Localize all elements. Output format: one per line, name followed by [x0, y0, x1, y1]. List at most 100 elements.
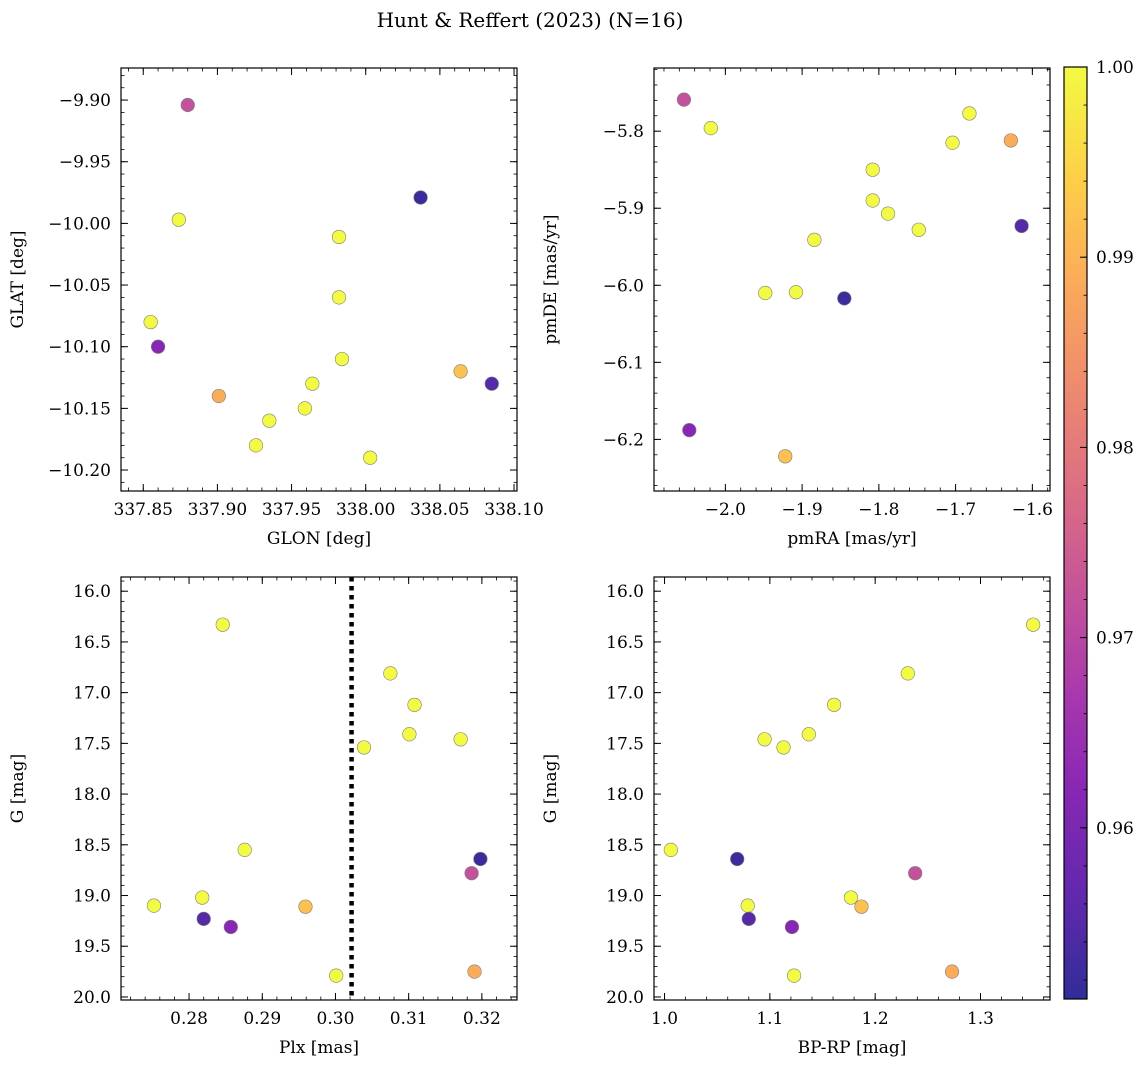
x-tick-label: 0.30	[317, 1009, 355, 1029]
x-tick-label: −1.7	[935, 500, 976, 520]
data-point	[237, 842, 252, 857]
data-point	[826, 697, 842, 712]
x-tick-label: 1.1	[756, 1009, 783, 1029]
panels: 337.85 337.90 337.95 338.00 338.05 338.10 −9.9…	[8, 67, 1053, 1058]
panel-3: 0.28 0.29 0.30 0.31 0.32 16.0 16.5 17.0 17.5 18.0…	[8, 576, 518, 1058]
data-point	[363, 450, 378, 465]
y-axis-label: GLAT [deg]	[8, 230, 28, 328]
x-tick-label: 0.28	[170, 1009, 208, 1029]
data-point	[784, 919, 800, 935]
y-tick-label: 17.5	[606, 734, 644, 754]
panel-1: 337.85 337.90 337.95 338.00 338.05 338.10 −9.9…	[8, 67, 544, 549]
y-tick-label: −10.20	[48, 461, 111, 481]
data-point	[464, 866, 479, 881]
data-point	[900, 666, 915, 681]
data-point	[211, 388, 226, 404]
y-axis-label: G [mag]	[541, 754, 561, 823]
data-point	[962, 106, 977, 121]
panel-2: −2.0 −1.9 −1.8 −1.7 −1.6 −5.8 −5.9 −6.0 −6.1 −6.2…	[541, 67, 1053, 549]
data-point	[778, 449, 793, 464]
data-point	[305, 376, 320, 391]
data-point	[676, 92, 692, 107]
data-point	[741, 911, 756, 926]
colorbar-tick-label: 1.00	[1096, 58, 1134, 78]
y-tick-label: 20.0	[606, 988, 644, 1008]
data-point	[195, 890, 210, 905]
colorbar-tick-label: 0.99	[1096, 248, 1134, 268]
y-tick-label: −6.2	[603, 430, 644, 450]
data-point	[150, 339, 166, 354]
y-tick-label: 18.5	[606, 836, 644, 856]
data-point	[740, 898, 755, 913]
x-tick-label: 338.10	[484, 500, 543, 520]
plot-frame	[120, 67, 518, 492]
data-point	[467, 964, 482, 979]
y-tick-label: 19.5	[73, 937, 111, 957]
data-point	[171, 212, 186, 227]
x-tick-label: 337.85	[114, 500, 173, 520]
data-point	[298, 899, 313, 914]
x-tick-label: −1.6	[1012, 500, 1053, 520]
y-tick-label: 16.0	[73, 582, 111, 602]
x-tick-label: 337.95	[262, 500, 321, 520]
y-tick-label: −5.8	[603, 122, 644, 142]
data-point	[801, 727, 816, 742]
data-point	[945, 135, 960, 150]
data-point	[180, 97, 195, 113]
data-point	[413, 190, 428, 205]
y-tick-label: −10.05	[48, 276, 111, 296]
data-point	[865, 162, 880, 177]
data-point	[473, 851, 488, 867]
data-point	[911, 222, 926, 237]
data-point	[758, 285, 773, 301]
x-tick-label: −2.0	[705, 500, 746, 520]
data-point	[682, 423, 697, 438]
data-point	[248, 438, 264, 453]
data-point	[146, 898, 162, 913]
data-point	[402, 727, 417, 742]
colorbar: 0.96 0.97 0.98 0.99 1.00	[1063, 58, 1134, 1000]
data-point	[297, 401, 313, 416]
data-point	[196, 911, 211, 926]
y-tick-label: 16.5	[606, 633, 644, 653]
y-tick-label: 17.0	[606, 684, 644, 704]
data-point	[453, 732, 468, 747]
x-tick-label: 338.05	[410, 500, 469, 520]
data-point	[1026, 617, 1041, 632]
data-point	[776, 740, 791, 755]
data-point	[663, 842, 678, 857]
x-tick-label: 0.32	[463, 1009, 501, 1029]
x-tick-label: 337.90	[188, 500, 247, 520]
data-point	[383, 666, 398, 681]
colorbar-tick-label: 0.96	[1096, 819, 1134, 839]
y-tick-label: −10.15	[48, 399, 111, 419]
y-tick-label: 18.5	[73, 836, 111, 856]
colorbar-gradient	[1064, 67, 1087, 999]
colorbar-tick-label: 0.98	[1096, 438, 1134, 458]
x-tick-label: 1.2	[862, 1009, 889, 1029]
y-tick-label: −6.1	[603, 353, 644, 373]
data-point	[788, 285, 804, 300]
data-point	[1014, 218, 1029, 234]
x-tick-label: 0.31	[390, 1009, 428, 1029]
x-axis-label: pmRA [mas/yr]	[787, 529, 916, 549]
plot-frame	[120, 576, 518, 1001]
data-point	[331, 290, 347, 305]
x-tick-label: −1.8	[858, 500, 899, 520]
data-point	[757, 732, 772, 747]
data-point	[807, 232, 822, 247]
y-axis-label: G [mag]	[8, 754, 28, 823]
x-axis-label: GLON [deg]	[267, 529, 371, 549]
x-tick-label: −1.9	[781, 500, 822, 520]
data-point	[843, 890, 859, 905]
data-point	[356, 740, 372, 755]
y-tick-label: −5.9	[603, 199, 644, 219]
plot-frame	[653, 576, 1051, 1001]
figure-title: Hunt & Reffert (2023) (N=16)	[377, 8, 684, 32]
data-point	[880, 206, 896, 221]
data-point	[908, 866, 923, 881]
y-tick-label: 18.0	[73, 785, 111, 805]
y-axis-label: pmDE [mas/yr]	[541, 214, 561, 344]
y-tick-label: 19.0	[606, 887, 644, 907]
